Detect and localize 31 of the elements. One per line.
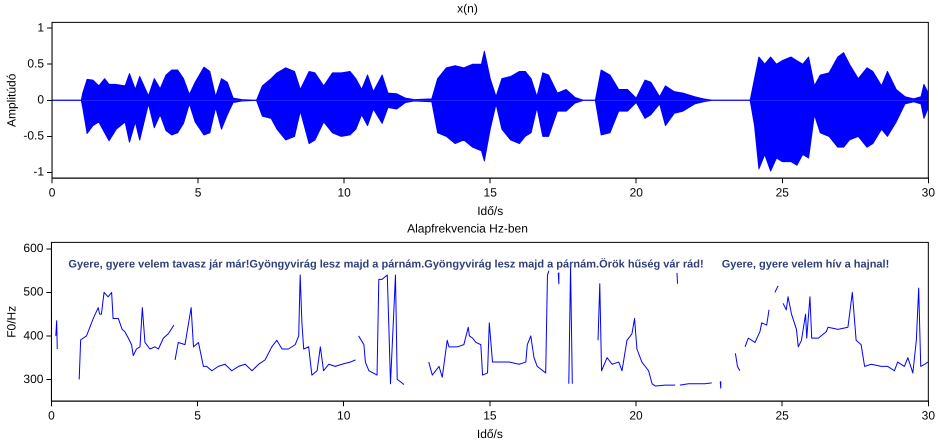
y-tick-label: -0.5	[23, 128, 44, 143]
annotation: Gyere, gyere velem hív a hajnal!	[722, 258, 890, 270]
y-tick-label: 0	[37, 92, 44, 107]
annotation: Gyere, gyere velem tavasz jár már!Gyöngyvirág lesz majd a párnám.Gyöngyvirág lesz majd a párnám.Örök hűség vár rád!	[68, 257, 704, 270]
chart-title: x(n)	[457, 2, 478, 16]
y-axis-title: Amplitúdó	[4, 73, 19, 127]
x-tick-label: 25	[775, 408, 790, 423]
y-tick-label: 600	[23, 241, 44, 256]
x-tick-label: 25	[776, 186, 790, 200]
x-tick-label: 10	[337, 408, 351, 423]
y-tick-label: 1	[37, 20, 44, 34]
x-tick-label: 0	[48, 186, 56, 200]
x-tick-label: 15	[483, 408, 497, 423]
x-tick-label: 5	[194, 186, 202, 200]
x-tick-label: 20	[629, 408, 644, 423]
y-tick-label: 400	[23, 328, 44, 342]
y-axis-title: F0/Hz	[4, 306, 19, 338]
y-tick-label: 0.5	[27, 56, 44, 71]
x-tick-label: 5	[194, 408, 202, 423]
y-tick-label: -1	[33, 164, 44, 179]
x-tick-label: 0	[48, 408, 56, 423]
x-tick-label: 30	[922, 186, 936, 200]
x-tick-label: 30	[922, 408, 936, 423]
chart-title: Alapfrekvencia Hz-ben	[407, 222, 528, 236]
y-tick-label: 500	[23, 284, 44, 299]
y-tick-label: 300	[23, 372, 44, 386]
x-axis-title: Idő/s	[476, 427, 503, 442]
x-tick-label: 15	[484, 186, 498, 200]
x-tick-label: 10	[337, 186, 352, 200]
x-tick-label: 20	[630, 186, 644, 200]
x-axis-title: Idő/s	[477, 204, 504, 218]
